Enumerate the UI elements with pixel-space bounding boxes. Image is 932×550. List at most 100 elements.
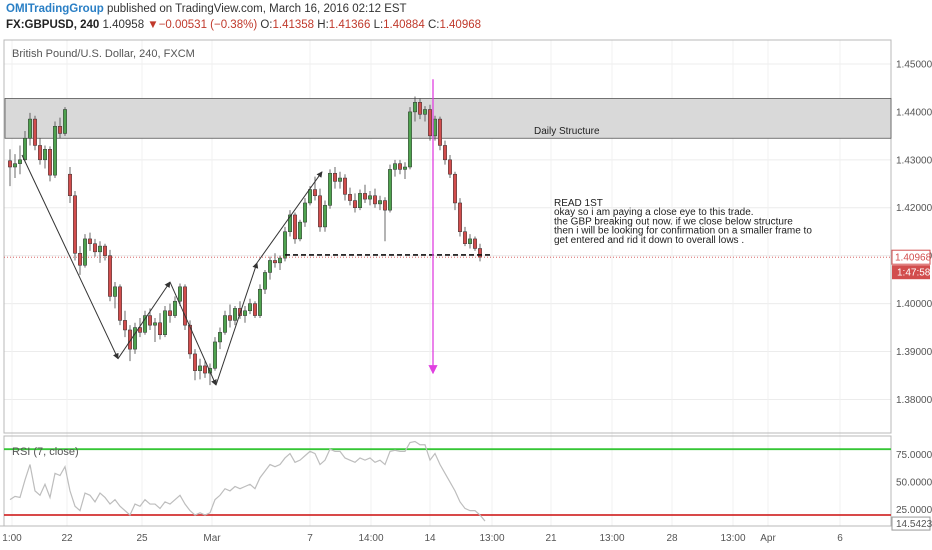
time-axis-tick: 13:00 xyxy=(720,533,745,544)
candle-body xyxy=(383,200,387,211)
candle-body xyxy=(373,195,377,205)
candle-body xyxy=(73,195,77,254)
candle-body xyxy=(63,109,67,134)
down-triangle-icon: ▼ xyxy=(147,19,159,31)
candle-body xyxy=(408,111,412,168)
candle-body xyxy=(293,214,297,240)
price-change: −0.00531 (−0.38%) xyxy=(158,19,258,31)
candle-body xyxy=(438,118,442,146)
close-value: 1.40968 xyxy=(439,19,482,31)
note-line: READ 1ST xyxy=(554,198,603,209)
publish-line: OMITradingGroup published on TradingView… xyxy=(6,3,407,15)
symbol-label: FX:GBPUSD, 240 xyxy=(6,19,100,31)
daily-structure-zone xyxy=(4,98,892,139)
candle-body xyxy=(248,303,252,312)
candle-body xyxy=(68,173,72,197)
time-axis-tick: Apr xyxy=(760,533,776,544)
candle-body xyxy=(48,149,52,176)
low-value: 1.40884 xyxy=(383,19,425,31)
rsi-axis-tick: 75.0000 xyxy=(896,450,932,461)
price-axis-tick: 1.45000 xyxy=(896,59,932,70)
candle-body xyxy=(443,145,447,161)
candle-body xyxy=(128,329,132,350)
main-pane-title: British Pound/U.S. Dollar, 240, FXCM xyxy=(12,48,195,60)
price-tag-box xyxy=(891,249,931,265)
candle-body xyxy=(213,341,217,369)
candle-body xyxy=(368,195,372,200)
time-axis-tick: 14:00 xyxy=(358,533,383,544)
candle-body xyxy=(53,126,57,176)
candle-body xyxy=(343,177,347,195)
candle-body xyxy=(468,238,472,244)
candle-body xyxy=(93,243,97,253)
time-axis-tick: 21 xyxy=(545,533,557,544)
publisher-link[interactable]: OMITradingGroup xyxy=(6,3,104,15)
candle-body xyxy=(158,322,162,335)
candle-body xyxy=(223,315,227,333)
candle-body xyxy=(473,238,477,249)
note-line: get entered and rid it down to overall l… xyxy=(554,235,744,246)
candle-body xyxy=(413,102,417,113)
timer-value: 1:47:58 xyxy=(897,268,931,279)
candle-body xyxy=(83,238,87,266)
candle-body xyxy=(163,310,167,336)
time-axis-tick: 1:00 xyxy=(2,533,22,544)
candle-body xyxy=(98,245,102,253)
candle-body xyxy=(338,177,342,182)
candle-body xyxy=(58,126,62,134)
candle-body xyxy=(143,315,147,333)
candle-body xyxy=(118,286,122,321)
note-line: then i will be looking for confirmation … xyxy=(554,226,812,237)
projection-arrow xyxy=(169,281,217,386)
note-line: the GBP breaking out now. if we close be… xyxy=(554,216,793,227)
candle-body xyxy=(108,255,112,297)
time-axis-tick: 7 xyxy=(307,533,313,544)
time-axis-tick: 13:00 xyxy=(479,533,504,544)
candle-body xyxy=(258,288,262,316)
candle-body xyxy=(253,303,257,316)
candle-body xyxy=(168,310,172,316)
candle-body xyxy=(28,118,32,139)
candle-body xyxy=(78,253,82,266)
candle-body xyxy=(113,286,117,297)
candle-body xyxy=(203,365,207,374)
candle-body xyxy=(148,315,152,326)
candle-body xyxy=(388,169,392,211)
chart-header: OMITradingGroup published on TradingView… xyxy=(0,0,932,36)
time-axis-tick: 28 xyxy=(666,533,678,544)
open-label: O: xyxy=(260,19,273,31)
candle-body xyxy=(333,172,337,182)
candle-body xyxy=(363,193,367,200)
candle-body xyxy=(178,286,182,302)
projection-arrow xyxy=(21,154,119,360)
projection-arrow xyxy=(117,281,171,359)
candle-body xyxy=(243,310,247,316)
candle-body xyxy=(13,163,17,168)
candle-body xyxy=(303,202,307,223)
candle-body xyxy=(198,365,202,371)
note-line: okay so i am paying a close eye to this … xyxy=(554,207,754,218)
candle-body xyxy=(268,260,272,273)
candle-body xyxy=(103,245,107,256)
candle-body xyxy=(448,159,452,175)
price-axis-tick: 1.43000 xyxy=(896,155,932,166)
candle-body xyxy=(278,257,282,264)
candle-body xyxy=(353,200,357,208)
candle-body xyxy=(393,163,397,170)
candle-body xyxy=(43,149,47,161)
projection-arrow xyxy=(215,262,259,386)
candle-body xyxy=(418,102,422,115)
high-value: 1.41366 xyxy=(328,19,371,31)
candle-body xyxy=(173,300,177,316)
candle-body xyxy=(33,118,37,146)
candle-body xyxy=(313,189,317,197)
candle-body xyxy=(283,231,287,259)
candle-body xyxy=(358,193,362,208)
price-axis-tick: 1.44000 xyxy=(896,107,932,118)
rsi-line xyxy=(9,440,486,522)
candle-body xyxy=(378,200,382,205)
candle-body xyxy=(88,238,92,244)
candle-body xyxy=(23,138,27,161)
